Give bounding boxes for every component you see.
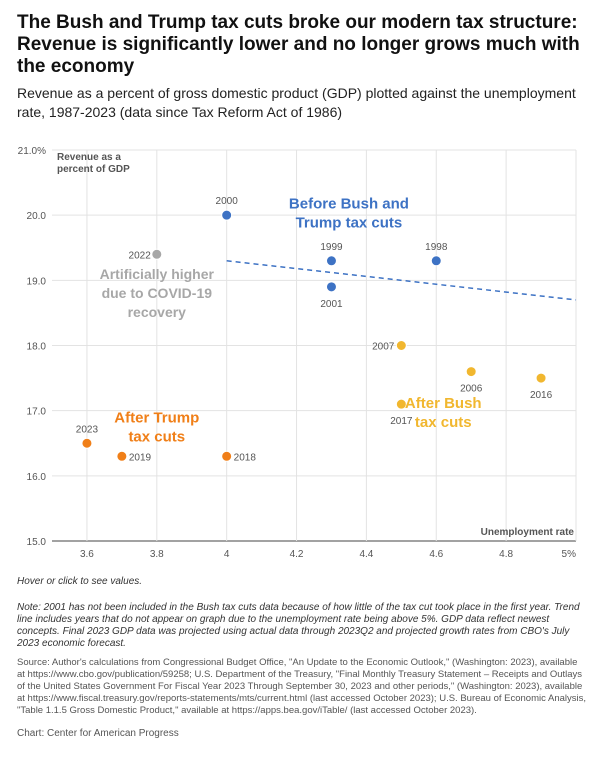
x-tick-label: 4.8 bbox=[499, 549, 513, 560]
x-tick-label: 4.2 bbox=[290, 549, 304, 560]
x-tick-label: 3.6 bbox=[80, 549, 94, 560]
y-tick-label: 17.0 bbox=[27, 407, 47, 418]
annotation-after_trump: After Trump tax cuts bbox=[114, 409, 199, 445]
point-label-2019: 2019 bbox=[129, 452, 152, 463]
data-point-1998[interactable] bbox=[430, 255, 442, 267]
point-label-2001: 2001 bbox=[320, 299, 343, 310]
data-point-1999[interactable] bbox=[325, 255, 337, 267]
chart-source: Source: Author's calculations from Congr… bbox=[17, 657, 586, 716]
data-point-2000[interactable] bbox=[221, 209, 233, 221]
point-label-2018: 2018 bbox=[234, 452, 257, 463]
data-point-2001[interactable] bbox=[325, 281, 337, 293]
point-label-2006: 2006 bbox=[460, 384, 483, 395]
chart-credit: Chart: Center for American Progress bbox=[17, 728, 179, 739]
point-label-2007: 2007 bbox=[372, 342, 395, 353]
point-label-1998: 1998 bbox=[425, 242, 448, 253]
point-label-2023: 2023 bbox=[76, 424, 99, 435]
x-axis-label: Unemployment rate bbox=[481, 527, 575, 538]
y-tick-label: 20.0 bbox=[27, 211, 47, 222]
point-label-2022: 2022 bbox=[129, 250, 152, 261]
y-tick-label: 15.0 bbox=[27, 537, 47, 548]
y-axis-label: Revenue as a percent of GDP bbox=[57, 152, 130, 175]
y-tick-label: 18.0 bbox=[27, 342, 47, 353]
data-point-2019[interactable] bbox=[116, 450, 128, 462]
x-tick-label: 3.8 bbox=[150, 549, 164, 560]
x-tick-label: 5% bbox=[562, 549, 577, 560]
annotation-before_bush: Before Bush and Trump tax cuts bbox=[289, 196, 409, 232]
y-tick-label: 16.0 bbox=[27, 472, 47, 483]
chart-note: Note: 2001 has not been included in the … bbox=[17, 602, 580, 649]
point-label-2016: 2016 bbox=[530, 390, 553, 401]
point-label-2017: 2017 bbox=[390, 416, 413, 427]
x-tick-label: 4.6 bbox=[429, 549, 443, 560]
y-tick-label: 21.0% bbox=[18, 146, 46, 157]
chart-subtitle: Revenue as a percent of gross domestic p… bbox=[17, 85, 576, 120]
x-tick-label: 4.4 bbox=[359, 549, 373, 560]
data-point-2016[interactable] bbox=[535, 372, 547, 384]
data-point-2006[interactable] bbox=[465, 366, 477, 378]
scatter-chart[interactable]: 15.0 16.0 17.0 18.0 19.0 20.0 21.0% 3.6 3.8 4 4.2 4… bbox=[0, 138, 600, 568]
data-point-2007[interactable] bbox=[395, 340, 407, 351]
point-label-2000: 2000 bbox=[216, 196, 239, 207]
y-tick-label: 19.0 bbox=[27, 276, 47, 287]
trend-line bbox=[226, 260, 577, 301]
point-label-1999: 1999 bbox=[320, 242, 343, 253]
hover-hint: Hover or click to see values. bbox=[17, 576, 143, 587]
x-tick-label: 4 bbox=[224, 549, 230, 560]
data-point-2018[interactable] bbox=[221, 450, 233, 462]
data-point-2022[interactable] bbox=[151, 248, 163, 260]
chart-title: The Bush and Trump tax cuts broke our mo… bbox=[17, 12, 580, 77]
data-point-2017[interactable] bbox=[395, 398, 407, 410]
data-point-2023[interactable] bbox=[81, 437, 93, 449]
annotation-covid: Artificially higher due to COVID-19 recove… bbox=[100, 266, 215, 320]
annotation-after_bush: After Bush tax cuts bbox=[405, 395, 482, 431]
